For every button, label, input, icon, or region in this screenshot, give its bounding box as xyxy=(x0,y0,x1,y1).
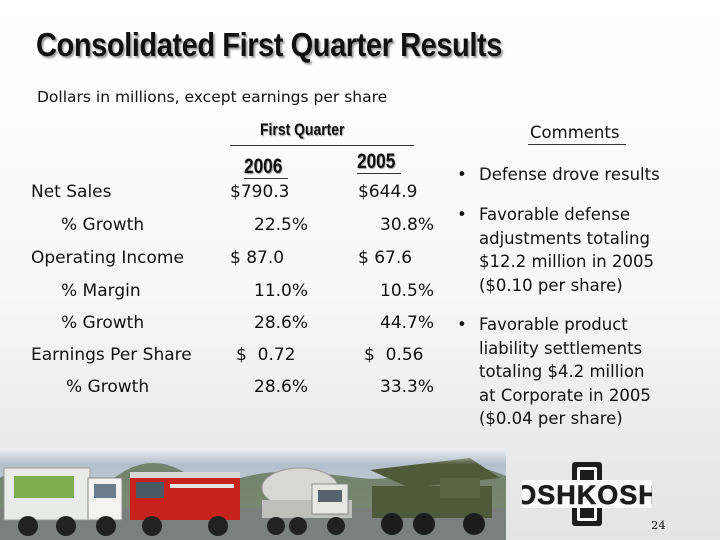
oshkosh-logo: OSHKOSH xyxy=(522,462,652,526)
slide-title: Consolidated First Quarter Results xyxy=(36,26,502,63)
comment-line: adjustments totaling xyxy=(479,228,650,248)
row-label-sales-growth: % Growth xyxy=(61,215,145,235)
comment-line: at Corporate in 2005 xyxy=(479,385,651,405)
comment-line: ($0.04 per share) xyxy=(479,409,623,429)
bullet-dot-icon: • xyxy=(457,315,467,334)
year-a-underline xyxy=(244,178,288,179)
value-income-growth-2006: 28.6% xyxy=(254,313,309,333)
period-header-rule xyxy=(230,145,414,146)
bullet-dot-icon: • xyxy=(457,165,467,184)
year-a-header: 2006 xyxy=(244,155,283,178)
value-income-growth-2005: 44.7% xyxy=(380,313,435,333)
period-header: First Quarter xyxy=(260,120,345,139)
value-sales-growth-2005: 30.8% xyxy=(380,215,435,235)
comment-line: $12.2 million in 2005 xyxy=(479,252,654,272)
comment-line: liability settlements xyxy=(479,338,643,358)
row-label-net-sales: Net Sales xyxy=(31,182,112,202)
value-eps-growth-2006: 28.6% xyxy=(254,377,309,397)
vehicle-photo-strip xyxy=(0,448,506,540)
value-net-sales-2005: $644.9 xyxy=(358,182,418,202)
value-eps-growth-2005: 33.3% xyxy=(380,377,435,397)
value-margin-2005: 10.5% xyxy=(380,281,435,301)
row-label-eps-growth: % Growth xyxy=(66,377,150,397)
year-b-header: 2005 xyxy=(357,150,396,173)
comment-line: totaling $4.2 million xyxy=(479,362,645,382)
row-label-operating-income: Operating Income xyxy=(31,248,184,268)
year-b-underline xyxy=(357,173,401,174)
value-operating-income-2005: $ 67.6 xyxy=(358,248,413,268)
value-eps-2006: $ 0.72 xyxy=(236,345,296,365)
row-label-eps: Earnings Per Share xyxy=(31,345,192,365)
comment-line: Favorable product xyxy=(479,315,628,334)
row-label-margin: % Margin xyxy=(61,281,141,301)
slide-subtitle: Dollars in millions, except earnings per… xyxy=(37,88,388,106)
bullet-dot-icon: • xyxy=(457,205,467,224)
comments-header: Comments xyxy=(530,123,620,142)
comment-line: Defense drove results xyxy=(479,165,660,184)
value-operating-income-2006: $ 87.0 xyxy=(230,248,285,268)
value-eps-2005: $ 0.56 xyxy=(364,345,424,365)
logo-wordmark: OSHKOSH xyxy=(522,480,652,510)
page-number: 24 xyxy=(651,518,666,532)
value-net-sales-2006: $790.3 xyxy=(230,182,290,202)
comments-underline xyxy=(528,144,626,145)
comment-line: Favorable defense xyxy=(479,205,631,224)
value-sales-growth-2006: 22.5% xyxy=(254,215,309,235)
value-margin-2006: 11.0% xyxy=(254,281,309,301)
comment-line: ($0.10 per share) xyxy=(479,275,623,295)
row-label-income-growth: % Growth xyxy=(61,313,145,333)
